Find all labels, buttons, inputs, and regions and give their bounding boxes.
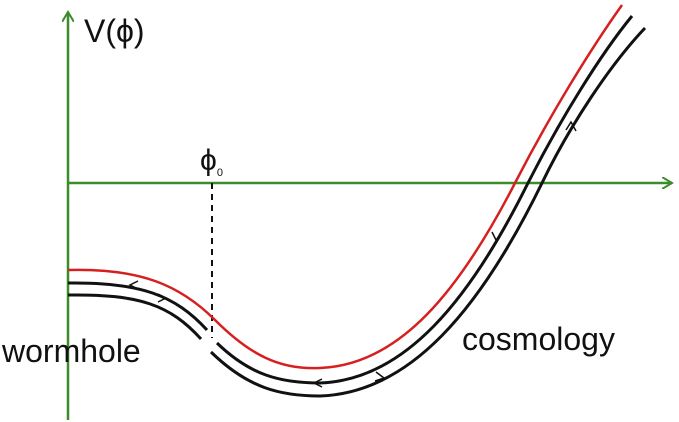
arrowhead [312,378,323,388]
trajectory [209,26,647,398]
region-label: wormhole [1,333,141,369]
arrowhead [565,120,577,132]
region-label: cosmology [462,321,615,357]
trajectory [67,293,203,341]
arrowhead [374,371,386,382]
phi-symbol: ϕ [200,144,217,177]
arrowhead [157,293,168,303]
y-axis-label: V(ϕ) [84,13,145,49]
trajectory [215,15,634,385]
arrowhead [128,280,139,290]
potential-curve [67,4,624,370]
trajectory [67,281,209,332]
arrowheads [128,120,577,388]
trajectories [67,15,647,398]
phi-subscript: 0 [217,167,223,179]
arrowhead [491,231,503,242]
phi0-label: ϕ0 [200,144,223,179]
